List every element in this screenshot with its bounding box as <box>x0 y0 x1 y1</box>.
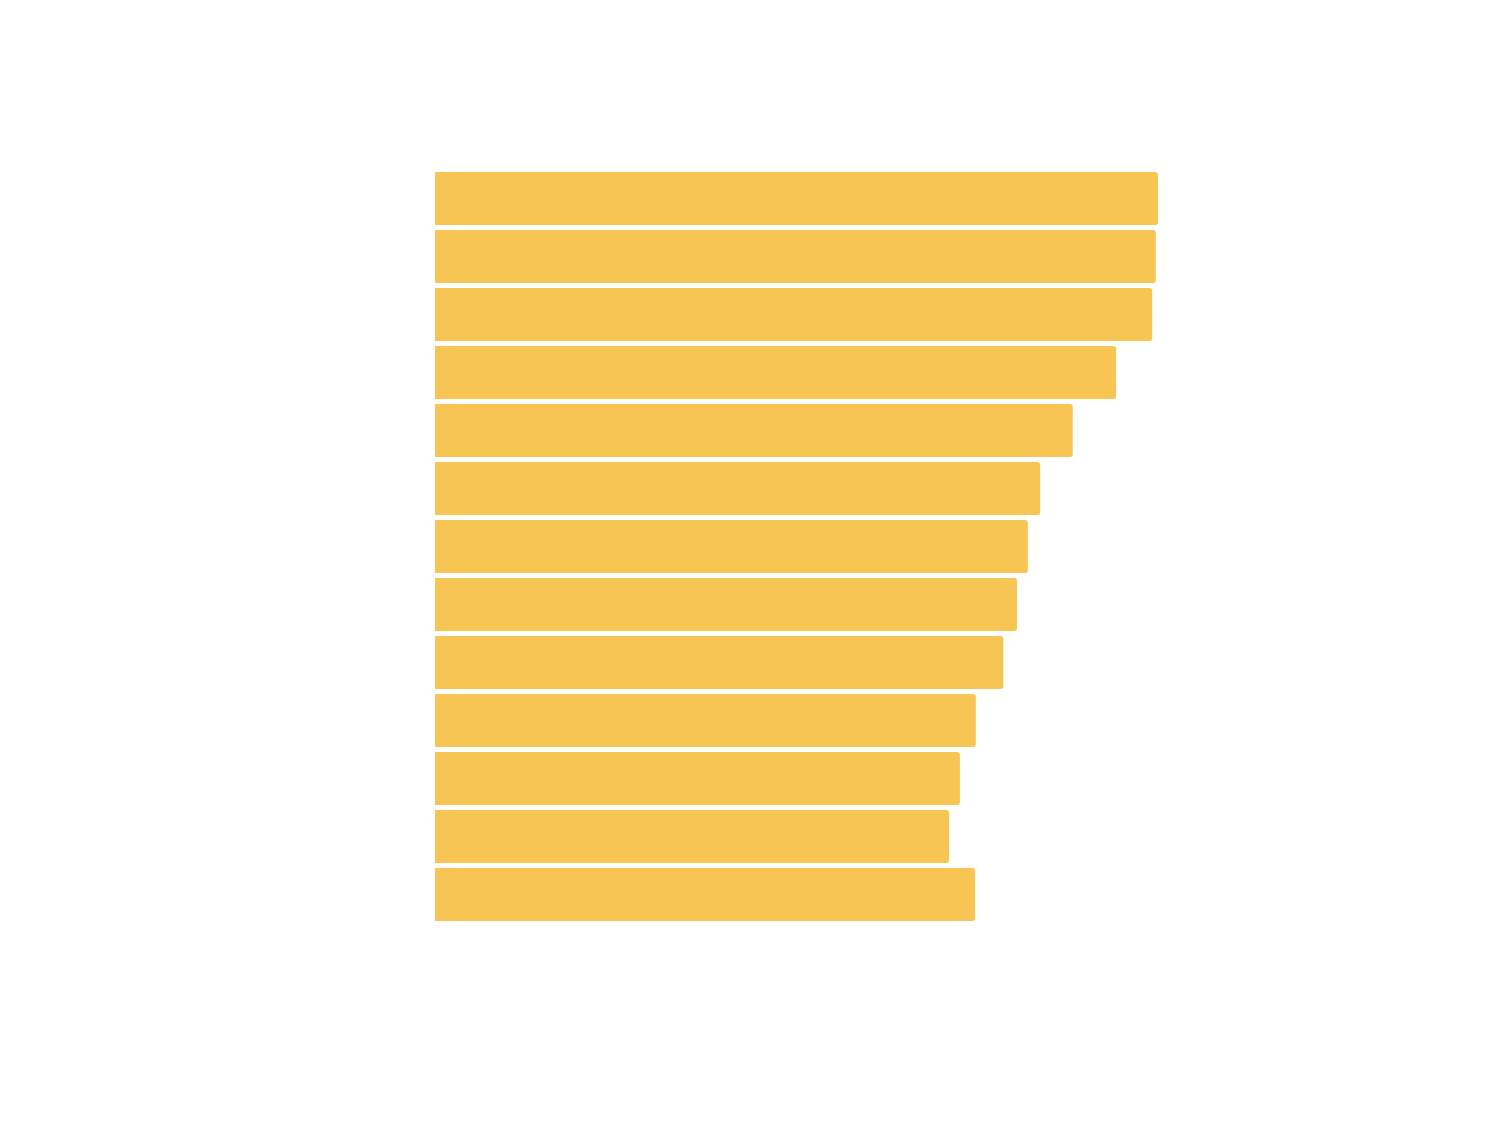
bar <box>435 752 960 805</box>
bar <box>435 520 1028 573</box>
bar <box>435 230 1156 283</box>
bar <box>435 694 976 747</box>
bar <box>435 172 1158 225</box>
bar <box>435 636 1004 689</box>
bar <box>435 404 1073 457</box>
bar <box>435 288 1153 341</box>
bar <box>435 462 1041 515</box>
bar <box>435 578 1018 631</box>
bar <box>435 868 976 921</box>
bar <box>435 346 1117 399</box>
bar <box>435 810 950 863</box>
